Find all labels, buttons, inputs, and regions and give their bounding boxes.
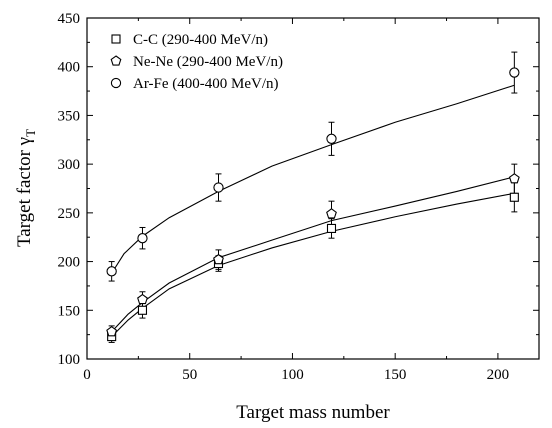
data-point-circle [106, 266, 117, 277]
y-tick-label: 150 [58, 303, 81, 319]
data-point-pentagon [106, 326, 118, 337]
data-point-pentagon [213, 253, 224, 265]
y-tick-label: 250 [58, 206, 81, 222]
y-tick-label: 100 [58, 352, 81, 368]
x-tick-label: 100 [281, 367, 304, 383]
x-tick-label: 200 [487, 367, 510, 383]
legend-label: Ne-Ne (290-400 MeV/n) [133, 54, 283, 70]
x-tick-label: 150 [384, 367, 407, 383]
data-point-pentagon [508, 173, 520, 184]
y-axis-title-subscript: T [23, 129, 38, 137]
fit-curve-circle [111, 84, 515, 274]
y-axis-title-main: Target factor γ [14, 137, 35, 247]
legend-marker-circle [110, 77, 122, 89]
legend-marker-pentagon [110, 55, 122, 66]
y-tick-label: 400 [58, 60, 81, 76]
data-markers [106, 67, 520, 342]
data-point-square [326, 223, 337, 233]
data-point-square [509, 192, 519, 202]
y-tick-label: 350 [58, 108, 81, 124]
fit-curve-pentagon [111, 176, 515, 333]
data-point-circle [509, 67, 520, 78]
legend-label: Ar-Fe (400-400 MeV/n) [133, 76, 279, 92]
fit-curve-square [111, 192, 515, 337]
data-point-pentagon [137, 293, 148, 305]
data-point-pentagon [326, 208, 337, 219]
axes: 0 50 100 150 200 100 150 200 250 300 350 400 450 [58, 11, 539, 383]
y-tick-label: 300 [58, 157, 81, 173]
data-point-circle [213, 182, 224, 193]
data-point-circle [137, 233, 148, 244]
legend-label: C-C (290-400 MeV/n) [133, 32, 268, 48]
legend: C-C (290-400 MeV/n) Ne-Ne (290-400 MeV/n)… [110, 32, 283, 92]
fit-curves [111, 84, 515, 337]
legend-marker-square [111, 34, 121, 44]
data-point-square [137, 305, 148, 315]
x-tick-label: 0 [83, 367, 91, 383]
data-point-circle [326, 133, 337, 144]
error-bars [108, 51, 518, 343]
y-tick-label: 200 [58, 255, 81, 271]
x-axis-title: Target mass number [236, 402, 390, 423]
y-axis-title: Target factor γT [14, 129, 38, 247]
y-tick-label: 450 [58, 11, 81, 27]
x-tick-label: 50 [182, 367, 197, 383]
